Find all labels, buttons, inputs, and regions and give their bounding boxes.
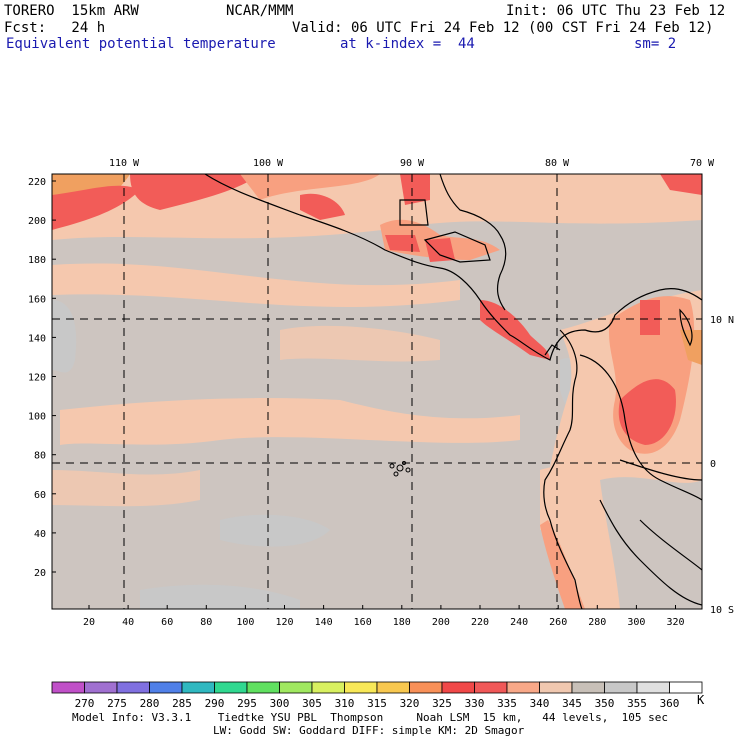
legend-swatch — [149, 681, 183, 694]
legend-label: 330 — [464, 697, 485, 710]
x-tick-label: 20 — [83, 617, 95, 628]
longitude-labels: 110 W 100 W 90 W 80 W 70 W — [109, 158, 715, 169]
longitude-label: 70 W — [690, 158, 715, 169]
y-tick-label: 100 — [28, 412, 46, 423]
legend-swatch — [441, 681, 475, 694]
longitude-label: 90 W — [400, 158, 425, 169]
center-name: NCAR/MMM — [226, 3, 294, 19]
y-axis: 220 200 180 160 140 120 100 80 60 40 20 — [28, 177, 56, 579]
forecast-hour: Fcst: 24 h — [4, 20, 106, 36]
x-tick-label: 140 — [315, 617, 333, 628]
map-panel: 220 200 180 160 140 120 100 80 60 40 20 20 40 60 80 10… — [28, 158, 734, 628]
y-tick-label: 40 — [34, 529, 46, 540]
legend-swatch — [181, 681, 215, 694]
y-tick-label: 80 — [34, 451, 46, 462]
field-name: Equivalent potential temperature — [6, 36, 276, 52]
x-tick-label: 40 — [122, 617, 134, 628]
model-name: TORERO 15km ARW — [4, 3, 139, 19]
legend-label: 275 — [107, 697, 127, 710]
legend-swatch — [571, 681, 605, 694]
legend-label: 310 — [334, 697, 355, 710]
legend-swatch — [539, 681, 573, 694]
map-frame — [51, 173, 703, 610]
legend-label: 270 — [74, 697, 95, 710]
latitude-label: 10 N — [710, 315, 734, 326]
legend-swatch — [669, 681, 703, 694]
x-tick-label: 100 — [236, 617, 254, 628]
init-time: Init: 06 UTC Thu 23 Feb 12 — [506, 3, 726, 19]
x-tick-label: 200 — [432, 617, 450, 628]
legend-label: 325 — [432, 697, 452, 710]
x-tick-label: 180 — [393, 617, 411, 628]
legend-swatch — [279, 681, 313, 694]
legend-label: 295 — [237, 697, 257, 710]
x-tick-label: 80 — [200, 617, 212, 628]
k-index: at k-index = 44 — [340, 36, 475, 52]
y-tick-label: 180 — [28, 255, 46, 266]
legend-label: 320 — [399, 697, 420, 710]
legend-swatch — [376, 681, 410, 694]
legend-label: 305 — [302, 697, 322, 710]
latitude-label: 10 S — [710, 605, 734, 616]
y-tick-label: 200 — [28, 216, 46, 227]
y-tick-label: 120 — [28, 373, 46, 384]
longitude-label: 100 W — [253, 158, 284, 169]
x-tick-label: 60 — [161, 617, 173, 628]
legend-label: 290 — [204, 697, 225, 710]
x-tick-label: 320 — [666, 617, 684, 628]
legend-swatch — [506, 681, 540, 694]
legend-swatch — [214, 681, 248, 694]
y-tick-label: 60 — [34, 490, 46, 501]
lat-lon-grid — [52, 174, 702, 609]
x-tick-label: 260 — [549, 617, 567, 628]
x-tick-label: 240 — [510, 617, 528, 628]
legend-label: 285 — [172, 697, 192, 710]
smoothing: sm= 2 — [634, 36, 677, 52]
x-axis: 20 40 60 80 100 120 140 160 180 200 220 240 260 280 30… — [83, 605, 685, 628]
legend-unit: K — [697, 693, 705, 707]
longitude-label: 110 W — [109, 158, 140, 169]
x-tick-label: 300 — [627, 617, 645, 628]
model-info: Model Info: V3.3.1 Tiedtke YSU PBL Thomp… — [72, 711, 669, 724]
valid-time: Valid: 06 UTC Fri 24 Feb 12 (00 CST Fri … — [292, 20, 714, 36]
x-tick-label: 280 — [588, 617, 606, 628]
theta-e-field — [52, 174, 702, 609]
legend-label: 335 — [497, 697, 517, 710]
legend-swatch — [344, 681, 378, 694]
legend-label: 315 — [367, 697, 387, 710]
legend-swatch — [84, 681, 118, 694]
legend-label: 345 — [562, 697, 582, 710]
x-tick-label: 220 — [471, 617, 489, 628]
legend-label: 280 — [139, 697, 160, 710]
legend-swatch — [116, 681, 150, 694]
legend-label: 350 — [594, 697, 615, 710]
y-tick-label: 20 — [34, 568, 46, 579]
legend-label: 355 — [627, 697, 647, 710]
y-tick-label: 140 — [28, 333, 46, 344]
longitude-label: 80 W — [545, 158, 570, 169]
latitude-labels: 10 N 0 10 S — [710, 315, 734, 616]
legend-label: 300 — [269, 697, 290, 710]
x-tick-label: 120 — [275, 617, 293, 628]
legend-swatch — [474, 681, 508, 694]
x-tick-label: 160 — [354, 617, 372, 628]
legend-swatch — [636, 681, 670, 694]
legend-swatch — [246, 681, 280, 694]
legend-swatch — [409, 681, 443, 694]
legend-swatch — [311, 681, 345, 694]
physics-info: LW: Godd SW: Goddard DIFF: simple KM: 2D… — [213, 724, 525, 737]
legend-label: 360 — [659, 697, 680, 710]
y-tick-label: 220 — [28, 177, 46, 188]
coastlines — [204, 174, 702, 609]
galapagos-islands — [389, 461, 411, 477]
legend-label: 340 — [529, 697, 550, 710]
legend-swatch — [51, 681, 85, 694]
latitude-label: 0 — [710, 459, 716, 470]
legend-swatch — [604, 681, 638, 694]
y-tick-label: 160 — [28, 294, 46, 305]
